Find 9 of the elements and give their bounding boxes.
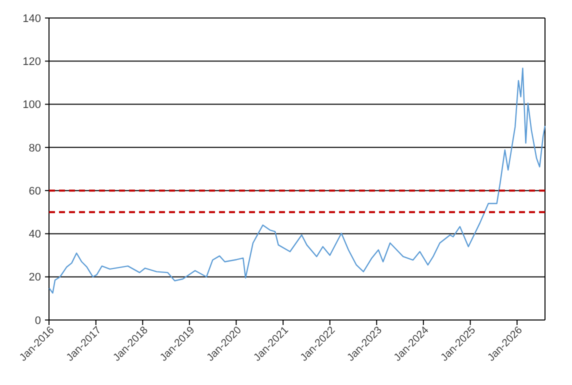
y-tick-label: 40 bbox=[28, 228, 41, 241]
y-tick-label: 80 bbox=[28, 142, 41, 154]
y-tick-label: 60 bbox=[28, 185, 41, 198]
y-tick-label: 20 bbox=[28, 272, 41, 284]
y-tick-label: 140 bbox=[22, 12, 41, 25]
line-series bbox=[48, 68, 546, 294]
y-tick-label: 100 bbox=[22, 99, 41, 112]
y-tick-label: 120 bbox=[22, 56, 41, 68]
y-tick-label: 0 bbox=[34, 314, 41, 327]
